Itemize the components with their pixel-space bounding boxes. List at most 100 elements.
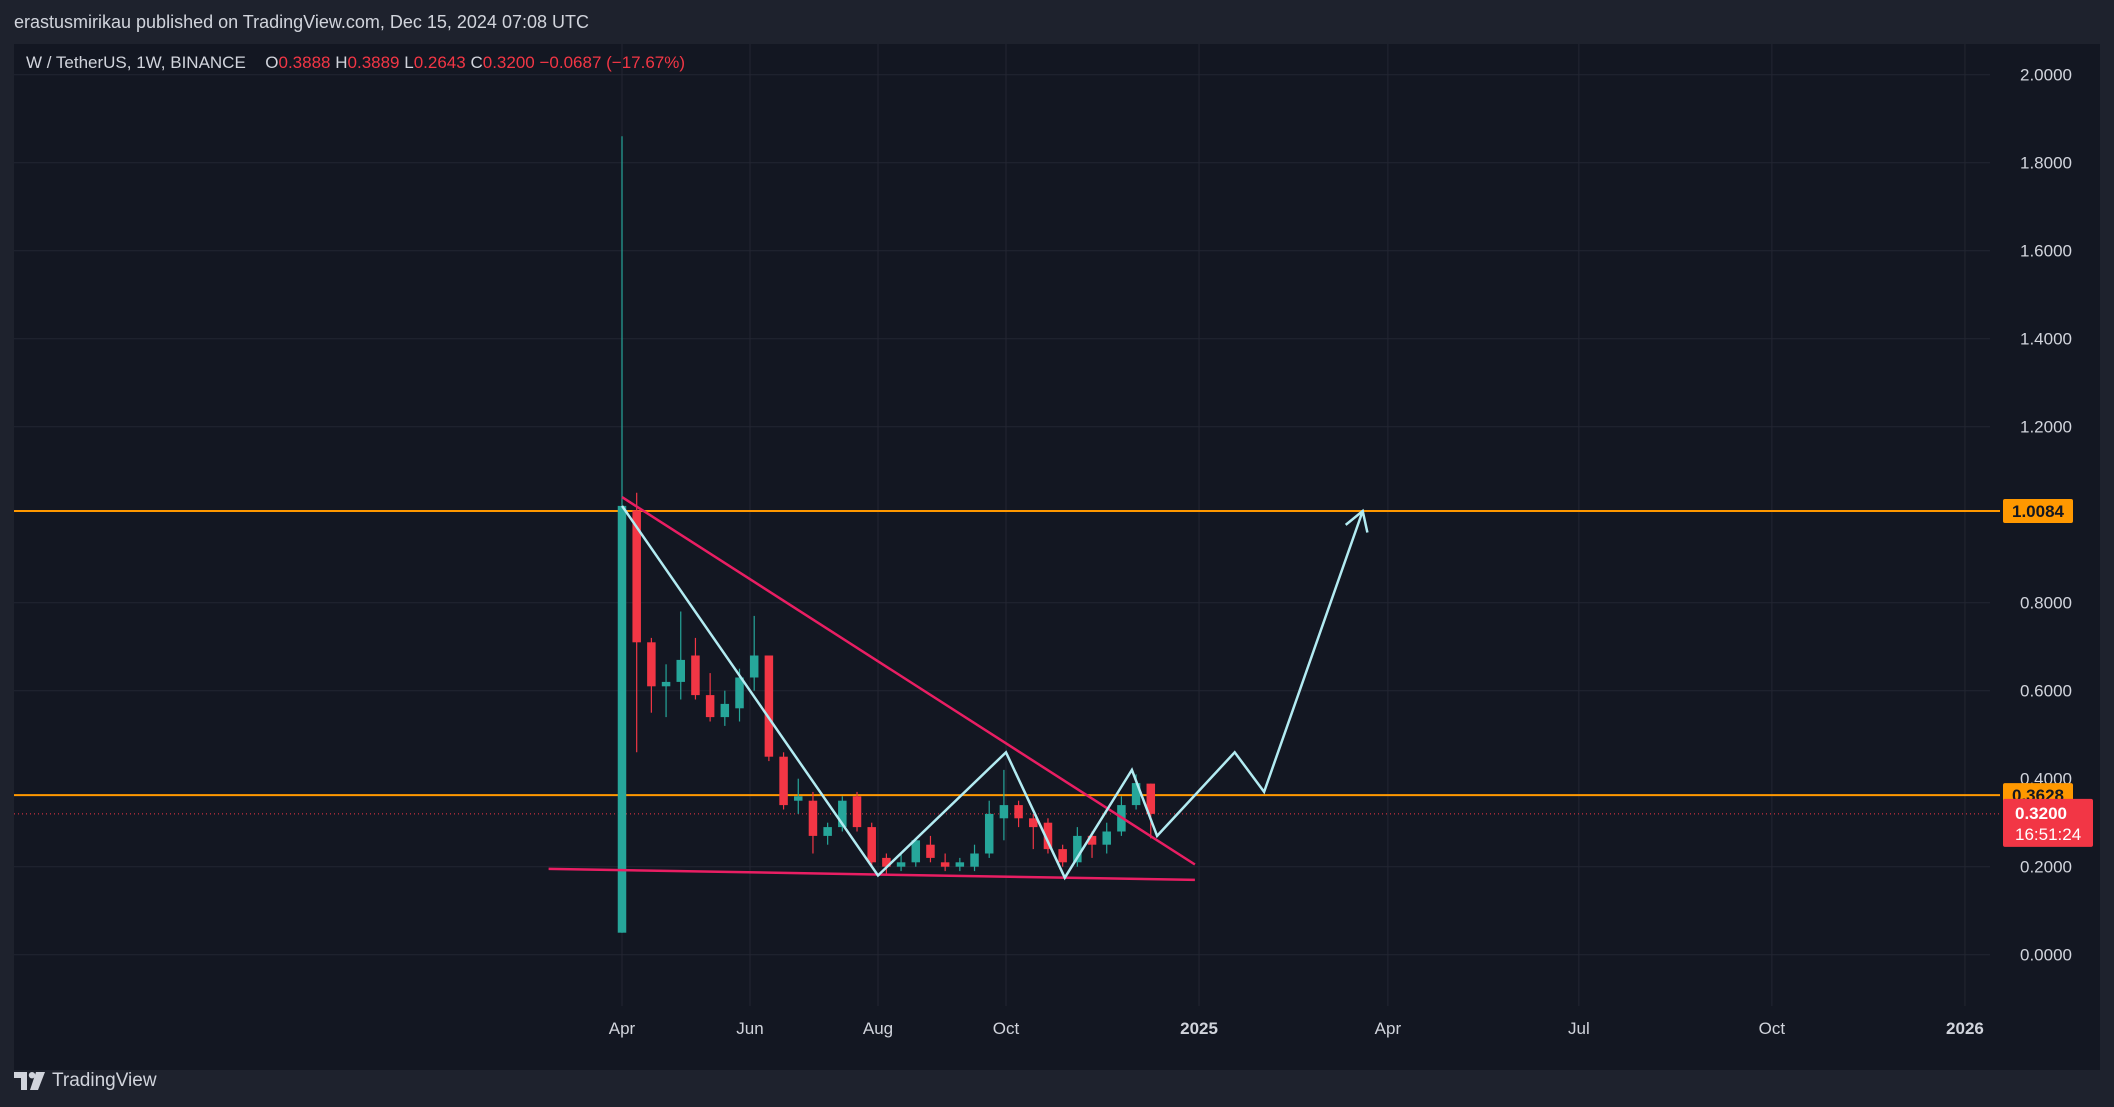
candle-body	[647, 642, 656, 687]
time-tick-label: 2026	[1946, 1019, 1984, 1038]
candle	[1043, 818, 1053, 854]
price-tick-label: 0.6000	[2020, 682, 2072, 701]
price-tick-label: 1.8000	[2020, 154, 2072, 173]
time-axis[interactable]: Apr Jun Aug Oct 2025 Apr Jul Oct 2026	[609, 1019, 1984, 1038]
candle-body	[1014, 805, 1023, 819]
bar-countdown-label: 16:51:24	[2015, 825, 2081, 844]
price-tick-label: 1.2000	[2020, 418, 2072, 437]
price-tick-label: 0.0000	[2020, 946, 2072, 965]
candle-body	[691, 655, 700, 696]
time-tick-label: Aug	[863, 1019, 893, 1038]
candle	[705, 673, 715, 722]
price-tick-label: 0.2000	[2020, 858, 2072, 877]
candle-body	[735, 677, 744, 709]
upper-trendline[interactable]	[621, 496, 1196, 866]
candle	[632, 492, 641, 753]
candle	[647, 637, 656, 713]
candle	[749, 615, 759, 691]
candle-body	[808, 800, 818, 836]
candle-body	[896, 862, 906, 867]
candle-body	[749, 655, 759, 678]
chart-drawings[interactable]	[548, 496, 1369, 882]
candle	[617, 136, 627, 933]
candle	[661, 664, 671, 718]
candle-body	[1087, 835, 1097, 845]
last-price-label: 0.3200	[2015, 804, 2067, 823]
price-tick-label: 0.8000	[2020, 594, 2072, 613]
candle	[999, 769, 1009, 841]
candle	[720, 690, 730, 726]
candle	[984, 800, 994, 858]
candle	[1073, 827, 1082, 867]
last-price-badge-bg	[2003, 798, 2093, 847]
candle-body	[911, 840, 921, 863]
projection-arrowhead[interactable]	[1344, 508, 1369, 533]
candle-body	[882, 857, 891, 867]
candle	[691, 637, 700, 700]
last-price-badge: 0.3200 16:51:24	[2003, 798, 2093, 847]
candle-body	[779, 756, 788, 806]
tradingview-logo-icon	[14, 1072, 45, 1090]
high-label: H	[335, 53, 348, 72]
candle	[852, 791, 862, 832]
time-tick-label: Jun	[736, 1019, 763, 1038]
candles	[617, 136, 1156, 933]
candle-body	[1131, 783, 1141, 806]
candle	[940, 853, 950, 872]
symbol-name[interactable]: W / TetherUS, 1W, BINANCE	[26, 53, 246, 72]
candle-body	[823, 827, 832, 836]
candle-body	[720, 703, 730, 718]
horizontal-levels[interactable]	[14, 510, 2000, 815]
candle	[1146, 783, 1156, 839]
candle	[970, 844, 979, 872]
candle	[808, 791, 818, 854]
candle-body	[1058, 849, 1067, 863]
candle-body	[940, 862, 950, 867]
change-value: −0.0687 (−17.67%)	[539, 53, 686, 72]
candle	[926, 835, 935, 863]
candle-body	[632, 510, 641, 643]
candle-body	[617, 505, 627, 933]
projection-path[interactable]	[620, 505, 1364, 881]
time-tick-label: Oct	[993, 1019, 1020, 1038]
level-price-badge-bg	[2003, 499, 2073, 524]
close-label: C	[470, 53, 483, 72]
candle-body	[794, 796, 803, 801]
low-value: 0.2643	[413, 53, 466, 72]
candle	[1102, 822, 1111, 854]
level-price-badge: 1.0084	[2003, 499, 2073, 524]
candle-body	[852, 796, 862, 828]
chart-grid	[14, 44, 1990, 1006]
candle-body	[1029, 818, 1038, 828]
price-tick-label: 1.4000	[2020, 330, 2072, 349]
candle-body	[1102, 831, 1111, 845]
candle	[867, 822, 876, 867]
high-value: 0.3889	[347, 53, 400, 72]
candle	[794, 778, 803, 814]
chart-panel[interactable]	[14, 44, 2100, 1070]
candle	[1058, 844, 1067, 867]
candle-body	[970, 853, 979, 867]
candle-body	[955, 862, 965, 867]
symbol-legend[interactable]: W / TetherUS, 1W, BINANCE O0.3888 H0.388…	[26, 53, 685, 73]
close-value: 0.3200	[482, 53, 535, 72]
lower-trendline[interactable]	[548, 867, 1195, 882]
candle-body	[838, 800, 847, 828]
tradingview-brand[interactable]: TradingView	[14, 1069, 157, 1093]
time-tick-label: Apr	[609, 1019, 636, 1038]
candle-body	[867, 827, 876, 863]
header-bar: erastusmirikau published on TradingView.…	[0, 0, 2114, 44]
open-label: O	[265, 53, 279, 72]
candle-body	[764, 655, 774, 757]
price-tick-label: 2.0000	[2020, 66, 2072, 85]
price-tick-label: 1.6000	[2020, 242, 2072, 261]
candle	[676, 611, 686, 700]
candle-body	[676, 659, 686, 682]
low-label: L	[404, 53, 414, 72]
candle-body	[705, 695, 715, 718]
level-price-badge-label: 1.0084	[2012, 502, 2065, 521]
candle-body	[999, 805, 1009, 819]
candle-body	[661, 681, 671, 687]
